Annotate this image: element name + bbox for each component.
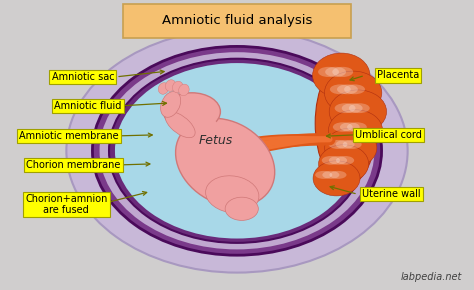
Ellipse shape bbox=[313, 161, 360, 196]
Ellipse shape bbox=[315, 61, 377, 186]
Ellipse shape bbox=[336, 156, 354, 165]
Ellipse shape bbox=[164, 93, 220, 130]
Ellipse shape bbox=[343, 140, 362, 149]
Ellipse shape bbox=[332, 67, 353, 77]
Ellipse shape bbox=[329, 171, 346, 179]
Text: Placenta: Placenta bbox=[377, 70, 419, 80]
Ellipse shape bbox=[165, 112, 195, 138]
Ellipse shape bbox=[328, 110, 383, 151]
Text: Amniotic sac: Amniotic sac bbox=[52, 72, 114, 82]
Text: Fetus: Fetus bbox=[199, 134, 233, 147]
Text: Amniotic fluid analysis: Amniotic fluid analysis bbox=[162, 14, 312, 27]
Ellipse shape bbox=[325, 128, 377, 168]
Ellipse shape bbox=[349, 103, 370, 113]
Ellipse shape bbox=[109, 59, 365, 243]
Ellipse shape bbox=[318, 67, 339, 77]
Ellipse shape bbox=[322, 171, 339, 179]
Ellipse shape bbox=[337, 84, 358, 94]
Text: labpedia.net: labpedia.net bbox=[401, 272, 462, 282]
Text: Amniotic fluid: Amniotic fluid bbox=[54, 101, 121, 111]
FancyBboxPatch shape bbox=[123, 4, 351, 38]
Ellipse shape bbox=[100, 52, 374, 249]
Ellipse shape bbox=[190, 116, 218, 139]
Ellipse shape bbox=[161, 92, 181, 117]
Ellipse shape bbox=[319, 145, 369, 183]
Ellipse shape bbox=[175, 118, 275, 206]
Ellipse shape bbox=[158, 83, 169, 94]
Ellipse shape bbox=[225, 197, 258, 220]
Ellipse shape bbox=[115, 63, 359, 238]
Text: Amniotic membrane: Amniotic membrane bbox=[19, 131, 118, 141]
Ellipse shape bbox=[315, 171, 332, 179]
Ellipse shape bbox=[324, 71, 382, 115]
Ellipse shape bbox=[165, 80, 176, 91]
Ellipse shape bbox=[66, 29, 408, 273]
Text: Chorion+amnion
are fused: Chorion+amnion are fused bbox=[25, 194, 108, 215]
Text: Umblical cord: Umblical cord bbox=[355, 130, 422, 140]
Ellipse shape bbox=[335, 103, 356, 113]
Ellipse shape bbox=[206, 176, 259, 213]
Ellipse shape bbox=[342, 103, 363, 113]
Ellipse shape bbox=[329, 156, 347, 165]
Text: Uterine wall: Uterine wall bbox=[362, 189, 420, 199]
Text: Chorion membrane: Chorion membrane bbox=[26, 160, 121, 170]
Ellipse shape bbox=[340, 122, 360, 132]
Ellipse shape bbox=[344, 84, 365, 94]
Ellipse shape bbox=[347, 122, 367, 132]
Ellipse shape bbox=[322, 156, 340, 165]
Ellipse shape bbox=[92, 46, 382, 255]
Ellipse shape bbox=[312, 53, 370, 98]
Ellipse shape bbox=[328, 140, 347, 149]
Ellipse shape bbox=[330, 84, 351, 94]
Ellipse shape bbox=[179, 84, 189, 96]
Ellipse shape bbox=[173, 81, 183, 93]
Ellipse shape bbox=[336, 140, 355, 149]
Ellipse shape bbox=[329, 90, 387, 133]
Ellipse shape bbox=[333, 122, 353, 132]
Ellipse shape bbox=[325, 67, 346, 77]
